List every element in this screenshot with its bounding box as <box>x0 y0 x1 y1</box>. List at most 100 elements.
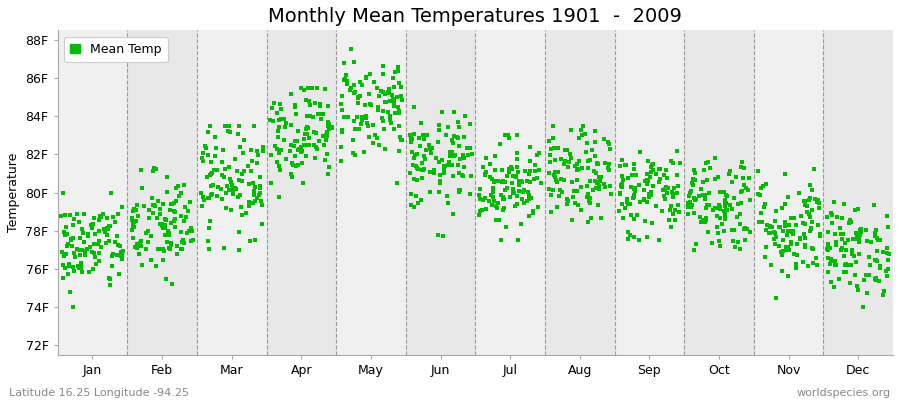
Point <box>554 156 568 162</box>
Point <box>561 164 575 170</box>
Point <box>854 226 868 232</box>
Point <box>64 236 78 242</box>
Point <box>495 179 509 186</box>
Point <box>735 159 750 165</box>
Point <box>665 211 680 218</box>
Point <box>113 249 128 255</box>
Point <box>241 181 256 188</box>
Point <box>423 189 437 196</box>
Point <box>77 248 92 254</box>
Point <box>163 246 177 252</box>
Point <box>847 252 861 259</box>
Point <box>288 138 302 144</box>
Point <box>94 244 108 250</box>
Point <box>566 194 580 200</box>
Point <box>681 199 696 206</box>
Point <box>850 205 865 212</box>
Point <box>641 178 655 184</box>
Point <box>176 246 190 252</box>
Point <box>74 265 88 272</box>
Point <box>412 135 427 141</box>
Point <box>198 142 212 149</box>
Point <box>395 96 410 103</box>
Point <box>214 186 229 192</box>
Bar <box>475 30 545 355</box>
Point <box>830 214 844 220</box>
Point <box>633 148 647 155</box>
Point <box>376 126 391 132</box>
Point <box>54 213 68 220</box>
Point <box>798 202 813 208</box>
Point <box>665 188 680 195</box>
Point <box>724 179 739 185</box>
Point <box>445 137 459 143</box>
Point <box>621 228 635 235</box>
Point <box>657 193 671 200</box>
Point <box>172 193 186 199</box>
Point <box>381 108 395 115</box>
Point <box>630 212 644 218</box>
Point <box>344 46 358 52</box>
Point <box>567 188 581 194</box>
Point <box>806 246 820 252</box>
Point <box>640 170 654 177</box>
Point <box>202 195 216 201</box>
Point <box>827 262 842 268</box>
Point <box>407 176 421 183</box>
Bar <box>615 30 684 355</box>
Point <box>735 188 750 194</box>
Point <box>73 252 87 258</box>
Point <box>264 180 278 186</box>
Point <box>278 156 293 162</box>
Point <box>149 215 164 222</box>
Point <box>296 87 310 93</box>
Point <box>878 267 893 274</box>
Point <box>461 152 475 158</box>
Point <box>850 233 864 240</box>
Point <box>658 186 672 193</box>
Point <box>698 219 712 226</box>
Point <box>590 180 604 186</box>
Point <box>350 100 365 106</box>
Point <box>309 130 323 136</box>
Point <box>613 190 627 196</box>
Point <box>310 85 324 91</box>
Point <box>79 246 94 252</box>
Point <box>56 190 70 196</box>
Point <box>627 234 642 241</box>
Point <box>581 198 596 204</box>
Point <box>876 292 890 298</box>
Point <box>873 237 887 244</box>
Point <box>404 138 419 144</box>
Point <box>422 169 436 175</box>
Point <box>394 84 409 90</box>
Point <box>246 180 260 186</box>
Point <box>355 116 369 123</box>
Point <box>759 227 773 234</box>
Point <box>60 243 75 250</box>
Point <box>775 268 789 274</box>
Point <box>514 179 528 186</box>
Point <box>456 173 471 179</box>
Point <box>253 185 267 192</box>
Point <box>353 92 367 99</box>
Point <box>314 116 328 122</box>
Point <box>878 288 892 294</box>
Point <box>836 200 850 207</box>
Point <box>824 256 838 262</box>
Point <box>837 269 851 276</box>
Point <box>255 202 269 208</box>
Point <box>335 127 349 133</box>
Point <box>394 137 409 144</box>
Point <box>134 262 148 268</box>
Point <box>493 140 508 147</box>
Point <box>270 146 284 152</box>
Point <box>215 196 230 202</box>
Point <box>824 219 839 226</box>
Point <box>75 247 89 253</box>
Point <box>274 105 289 112</box>
Point <box>602 146 616 152</box>
Point <box>65 243 79 249</box>
Point <box>590 184 604 191</box>
Point <box>508 174 523 180</box>
